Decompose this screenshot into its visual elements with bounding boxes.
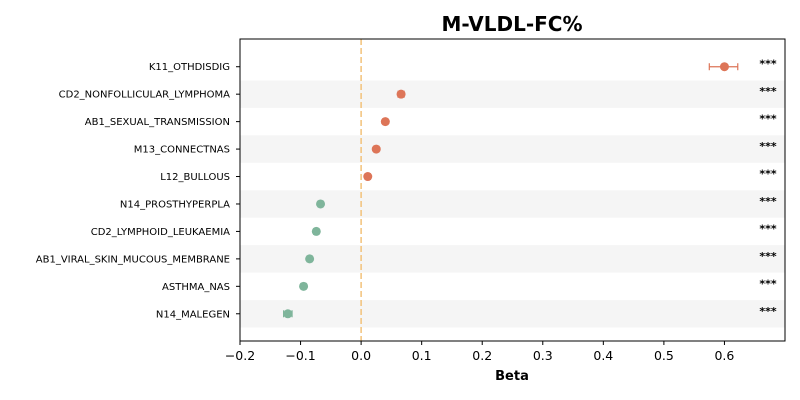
y-tick-label: N14_PROSTHYPERPLA <box>120 199 230 210</box>
x-tick-label: 0.4 <box>593 348 613 363</box>
plot-frame <box>239 38 786 342</box>
x-tick-label: −0.1 <box>285 348 315 363</box>
row-bands <box>240 80 785 328</box>
significance-label: *** <box>759 250 777 263</box>
x-axis-label: Beta <box>495 369 529 384</box>
row-band <box>240 190 785 218</box>
y-tick-label: AB1_SEXUAL_TRANSMISSION <box>85 117 230 128</box>
data-point <box>719 62 729 72</box>
x-tick-label: 0.1 <box>412 348 432 363</box>
data-point <box>396 89 406 99</box>
x-axis: −0.2 −0.1 0.0 0.1 0.2 0.3 0.4 0.5 0.6 <box>225 341 734 363</box>
data-point <box>299 281 309 291</box>
significance-label: *** <box>759 58 777 71</box>
row-band <box>240 300 785 328</box>
data-point <box>305 254 315 264</box>
data-point <box>316 199 326 209</box>
x-tick-label: 0.3 <box>533 348 553 363</box>
y-tick-label: AB1_VIRAL_SKIN_MUCOUS_MEMBRANE <box>36 254 230 265</box>
row-band <box>240 245 785 273</box>
x-tick-label: 0.6 <box>714 348 734 363</box>
y-tick-label: L12_BULLOUS <box>160 172 230 183</box>
y-tick-label: K11_OTHDISDIG <box>149 62 230 73</box>
significance-label: *** <box>759 113 777 126</box>
significance-label: *** <box>759 168 777 181</box>
x-tick-label: 0.2 <box>472 348 492 363</box>
significance-label: *** <box>759 85 777 98</box>
data-point <box>283 309 293 319</box>
significance-label: *** <box>759 277 777 290</box>
data-point <box>363 172 373 182</box>
x-tick-label: 0.0 <box>351 348 371 363</box>
y-tick-label: N14_MALEGEN <box>156 309 230 320</box>
significance-label: *** <box>759 222 777 235</box>
x-tick-label: −0.2 <box>225 348 255 363</box>
y-tick-label: CD2_NONFOLLICULAR_LYMPHOMA <box>59 90 231 101</box>
y-tick-label: M13_CONNECTNAS <box>134 145 230 156</box>
row-band <box>240 135 785 163</box>
data-point <box>371 144 381 154</box>
chart-title: M-VLDL-FC% <box>442 12 583 36</box>
row-band <box>240 80 785 108</box>
data-marks: *** *** *** *** *** *** *** *** *** *** <box>283 58 777 319</box>
x-tick-label: 0.5 <box>654 348 674 363</box>
y-tick-label: ASTHMA_NAS <box>162 282 230 293</box>
y-axis: K11_OTHDISDIG CD2_NONFOLLICULAR_LYMPHOMA A… <box>36 62 240 320</box>
data-point <box>311 226 321 236</box>
data-point <box>380 117 390 127</box>
significance-label: *** <box>759 140 777 153</box>
y-tick-label: CD2_LYMPHOID_LEUKAEMIA <box>91 227 230 238</box>
significance-label: *** <box>759 195 777 208</box>
significance-label: *** <box>759 305 777 318</box>
